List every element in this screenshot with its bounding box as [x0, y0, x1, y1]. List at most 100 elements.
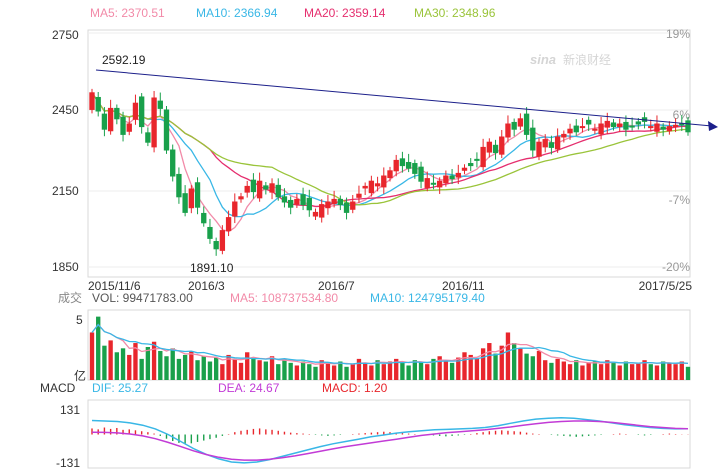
candle-body [605, 121, 609, 127]
candle-body [611, 123, 615, 127]
candle [257, 173, 261, 202]
y-tick-right: -7% [669, 193, 691, 207]
candle [158, 93, 162, 116]
candle [326, 195, 330, 215]
candle-body [549, 143, 553, 148]
volume-bar [288, 363, 292, 380]
candle [524, 107, 528, 140]
macd-legend: MACD: 1.20 [322, 381, 388, 395]
volume-bar [220, 364, 224, 380]
y-tick-right: 19% [666, 27, 690, 41]
volume-bar [636, 363, 640, 380]
candle-body [121, 117, 125, 134]
candle-body [282, 197, 286, 202]
candle-body [133, 103, 137, 119]
candle-body [450, 176, 454, 179]
volume-bar [425, 364, 429, 380]
candle-body [257, 181, 261, 198]
volume-bar [332, 365, 336, 380]
candle-body [593, 129, 597, 130]
candle [115, 105, 119, 125]
candle-body [146, 133, 150, 142]
candle [195, 177, 199, 214]
volume-bar [574, 360, 578, 380]
candle [320, 199, 324, 222]
volume-top-tick: 5 [76, 313, 83, 327]
price-panel: 2750 2450 2150 1850 19% 6% -7% -20% sina… [52, 27, 690, 277]
volume-bar [555, 359, 559, 380]
candle-body [531, 128, 535, 150]
candle-body [686, 121, 690, 132]
candle [295, 194, 299, 208]
candle-body [332, 199, 336, 203]
ma5-legend: MA5: 2370.51 [90, 6, 165, 20]
candle-body [382, 176, 386, 187]
candle-body [226, 218, 230, 231]
volume-bar [276, 364, 280, 380]
candle-body [233, 202, 237, 216]
candle [363, 183, 367, 195]
volume-bar [599, 364, 603, 380]
candle-body [295, 199, 299, 204]
candle-body [245, 186, 249, 192]
volume-bar [326, 363, 330, 380]
candle-body [413, 164, 417, 174]
volume-bar [121, 348, 125, 380]
volume-bar [139, 359, 143, 380]
volume-bar [630, 364, 634, 380]
candle-body [344, 203, 348, 212]
candle [214, 238, 218, 256]
dif-legend: DIF: 25.27 [92, 381, 148, 395]
candle-body [127, 124, 131, 131]
candle-body [189, 189, 193, 208]
candle [264, 182, 268, 194]
candle-body [139, 97, 143, 127]
candle-body [419, 167, 423, 181]
candle-body [500, 137, 504, 154]
candle-body [630, 126, 634, 127]
trend-line [96, 70, 718, 131]
volume-bar [363, 363, 367, 380]
candle [518, 113, 522, 130]
y-tick-left: 2450 [52, 103, 79, 117]
y-tick-left: 1850 [52, 260, 79, 274]
candle [667, 121, 671, 135]
y-tick-left: 2150 [52, 184, 79, 198]
volume-bar [251, 358, 255, 380]
volume-bar [307, 364, 311, 380]
volume-bar [202, 356, 206, 380]
candle-body [195, 183, 199, 207]
candle [307, 190, 311, 217]
candle-body [375, 184, 379, 186]
volume-title: 成交 [58, 290, 82, 305]
candle [251, 173, 255, 198]
candle [202, 206, 206, 226]
candle-body [624, 122, 628, 129]
candle [593, 124, 597, 134]
high-annotation: 2592.19 [102, 53, 146, 67]
volume-bar [270, 356, 274, 380]
candle [164, 106, 168, 154]
volume-unit: 亿 [74, 368, 86, 383]
sina-finance-watermark: sina 新浪财经 [530, 52, 611, 67]
candle [469, 158, 473, 171]
volume-bar [369, 365, 373, 380]
candle-body [543, 140, 547, 147]
candle-body [506, 124, 510, 137]
volume-bar [524, 354, 528, 380]
candle [152, 91, 156, 152]
candle-body [102, 114, 106, 129]
candle-body [164, 110, 168, 150]
macd-bottom-tick: -131 [56, 456, 80, 470]
volume-bar [413, 360, 417, 380]
candle [96, 92, 100, 116]
candle-body [655, 124, 659, 131]
candle-body [357, 194, 361, 197]
candle [462, 164, 466, 174]
candle [239, 193, 243, 203]
volume-bar [493, 354, 497, 380]
candle-body [90, 93, 94, 110]
candle-body [437, 181, 441, 187]
volume-bar [146, 347, 150, 380]
